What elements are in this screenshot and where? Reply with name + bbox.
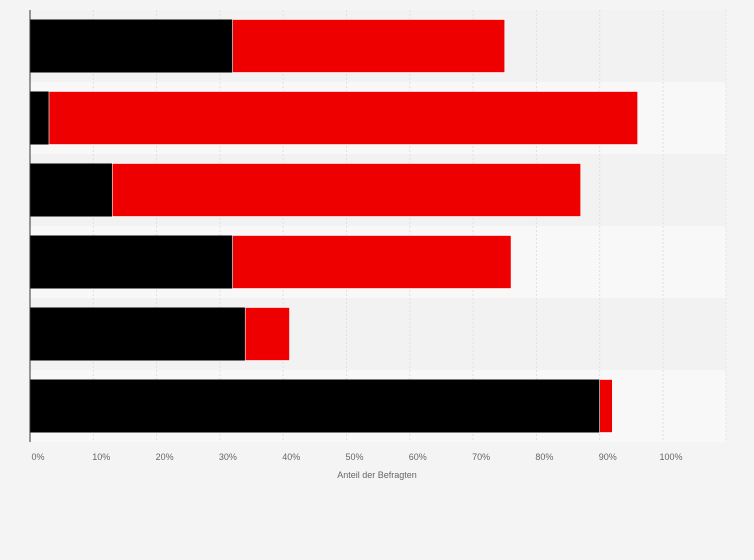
row-bands: [30, 10, 726, 442]
bars: [30, 19, 638, 433]
bar-segment-2: [111, 163, 582, 217]
bar-segment-2: [232, 235, 512, 289]
bar-segment-2: [599, 379, 613, 433]
bar-segment-1: [30, 91, 49, 145]
x-tick-label: 20%: [156, 452, 174, 462]
bar-segment-2: [244, 307, 290, 361]
x-tick-label: 30%: [219, 452, 237, 462]
x-axis-title: Anteil der Befragten: [337, 470, 417, 480]
bar-segment-1: [30, 163, 113, 217]
gridlines: [92, 10, 727, 442]
x-tick-label: 10%: [92, 452, 110, 462]
x-tick-label: 100%: [659, 452, 682, 462]
x-tick-label: 40%: [282, 452, 300, 462]
bar-segment-1: [30, 235, 233, 289]
bar-segment-1: [30, 19, 233, 73]
x-tick-label: 60%: [409, 452, 427, 462]
bar-segment-1: [30, 307, 246, 361]
x-tick-label: 90%: [599, 452, 617, 462]
x-tick-label: 70%: [472, 452, 490, 462]
bar-segment-1: [30, 379, 600, 433]
x-tick-label: 0%: [31, 452, 44, 462]
x-tick-labels: 0% 10% 20% 30% 40% 50% 60% 70% 80% 90% 100%: [31, 452, 682, 462]
x-tick-label: 80%: [535, 452, 553, 462]
x-tick-label: 50%: [345, 452, 363, 462]
bar-segment-2: [232, 19, 506, 73]
bar-segment-2: [48, 91, 638, 145]
